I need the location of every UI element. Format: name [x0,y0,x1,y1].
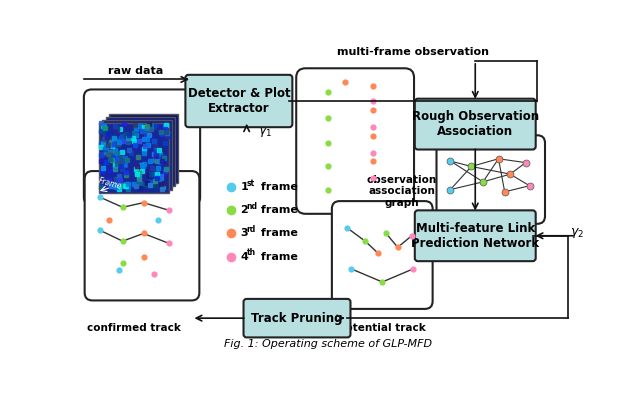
FancyBboxPatch shape [84,171,199,300]
Text: Frame: Frame [97,177,123,192]
Text: 1: 1 [241,182,248,192]
Text: frame: frame [257,205,298,215]
Text: nd: nd [246,202,258,211]
Text: th: th [246,248,256,257]
Text: $\gamma_1$: $\gamma_1$ [259,125,273,139]
FancyBboxPatch shape [415,210,536,261]
Text: Track Pruning: Track Pruning [252,312,343,325]
FancyBboxPatch shape [436,135,545,224]
Text: observation
association
graph: observation association graph [367,174,436,208]
Text: frame: frame [257,251,298,262]
FancyBboxPatch shape [296,68,414,214]
Bar [109,114,179,184]
FancyBboxPatch shape [84,89,200,205]
Text: raw data: raw data [108,65,163,75]
Text: $\gamma_2$: $\gamma_2$ [570,227,584,241]
Text: Multi-feature Link
Prediction Network: Multi-feature Link Prediction Network [411,222,540,250]
Text: Rough Observation
Association: Rough Observation Association [412,110,539,138]
Text: st: st [246,179,255,188]
Text: frame: frame [257,229,298,239]
Text: confirmed track: confirmed track [87,323,181,333]
FancyBboxPatch shape [186,75,292,127]
Bar [106,117,175,186]
Text: Detector & Plot
Extractor: Detector & Plot Extractor [188,87,290,115]
Text: rd: rd [246,225,256,234]
Text: 2: 2 [241,205,248,215]
FancyBboxPatch shape [332,201,433,309]
Text: frame: frame [257,182,298,192]
Bar [102,120,172,190]
Text: 4: 4 [241,251,248,262]
Bar [99,123,169,193]
FancyBboxPatch shape [415,99,536,150]
Text: potential track: potential track [339,323,426,333]
Text: 3: 3 [241,229,248,239]
Text: Fig. 1: Operating scheme of GLP-MFD: Fig. 1: Operating scheme of GLP-MFD [224,339,432,349]
Text: multi-frame observation: multi-frame observation [337,47,489,57]
FancyBboxPatch shape [244,299,351,338]
